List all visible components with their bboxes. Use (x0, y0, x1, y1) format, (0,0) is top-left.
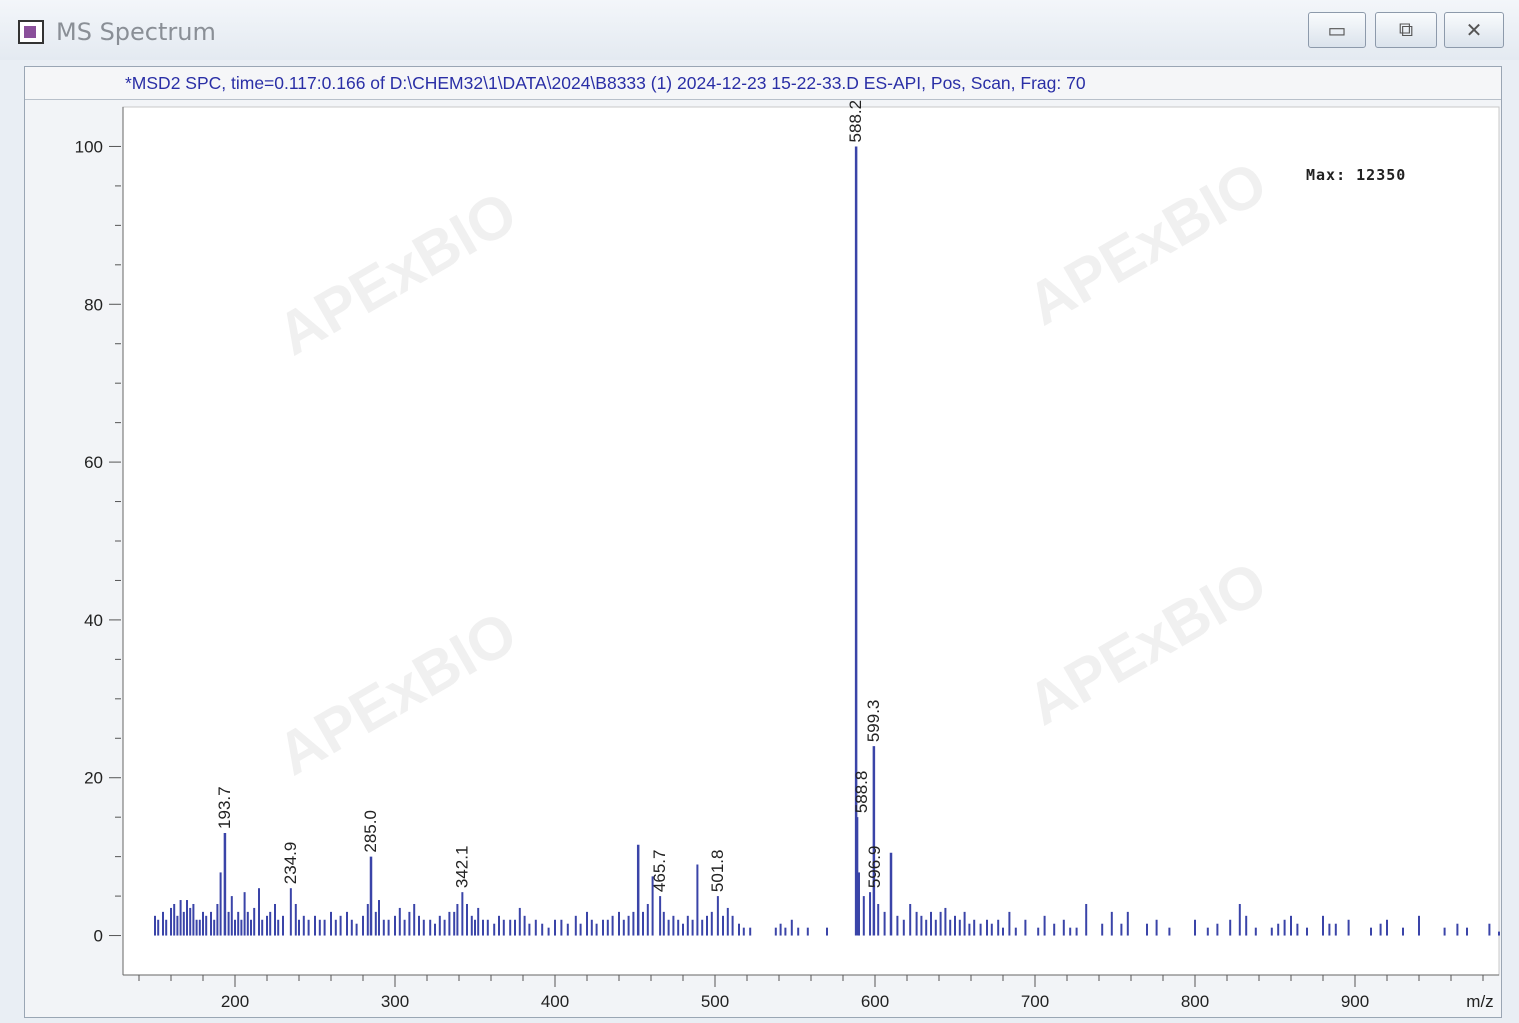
spectrum-info-text: *MSD2 SPC, time=0.117:0.166 of D:\CHEM32… (125, 73, 1086, 93)
x-tick-label: 500 (701, 992, 729, 1011)
app-icon (18, 20, 44, 44)
x-tick-label: 900 (1341, 992, 1369, 1011)
peak-label: 501.8 (708, 850, 727, 893)
x-tick-label: 600 (861, 992, 889, 1011)
window-title: MS Spectrum (56, 18, 216, 46)
peak-label: 193.7 (215, 786, 234, 829)
x-tick-label: 200 (221, 992, 249, 1011)
window-titlebar: MS Spectrum ▭ ⧉ ✕ (0, 0, 1519, 60)
minimize-button[interactable]: ▭ (1308, 12, 1366, 48)
y-tick-label: 60 (84, 453, 103, 472)
peak-label: 465.7 (650, 850, 669, 893)
y-tick-label: 0 (94, 927, 103, 946)
y-tick-label: 100 (75, 137, 103, 156)
restore-button[interactable]: ⧉ (1375, 12, 1437, 48)
max-intensity-label: Max: 12350 (1306, 166, 1407, 184)
peak-label: 599.3 (864, 700, 883, 743)
y-tick-label: 80 (84, 295, 103, 314)
x-tick-label: 300 (381, 992, 409, 1011)
peak-label: 588.2 (846, 100, 865, 143)
x-tick-label: 700 (1021, 992, 1049, 1011)
close-button[interactable]: ✕ (1444, 12, 1504, 48)
peak-label: 596.9 (865, 846, 884, 889)
peak-label: 588.8 (852, 771, 871, 814)
x-tick-label: 400 (541, 992, 569, 1011)
peak-label: 342.1 (452, 846, 471, 889)
x-tick-label: 800 (1181, 992, 1209, 1011)
y-tick-label: 20 (84, 769, 103, 788)
peak-label: 285.0 (361, 810, 380, 853)
plot-area (122, 106, 1500, 976)
peak-label: 234.9 (281, 842, 300, 885)
y-tick-label: 40 (84, 611, 103, 630)
spectrum-header: *MSD2 SPC, time=0.117:0.166 of D:\CHEM32… (25, 67, 1501, 100)
x-axis-label: m/z (1466, 992, 1493, 1011)
